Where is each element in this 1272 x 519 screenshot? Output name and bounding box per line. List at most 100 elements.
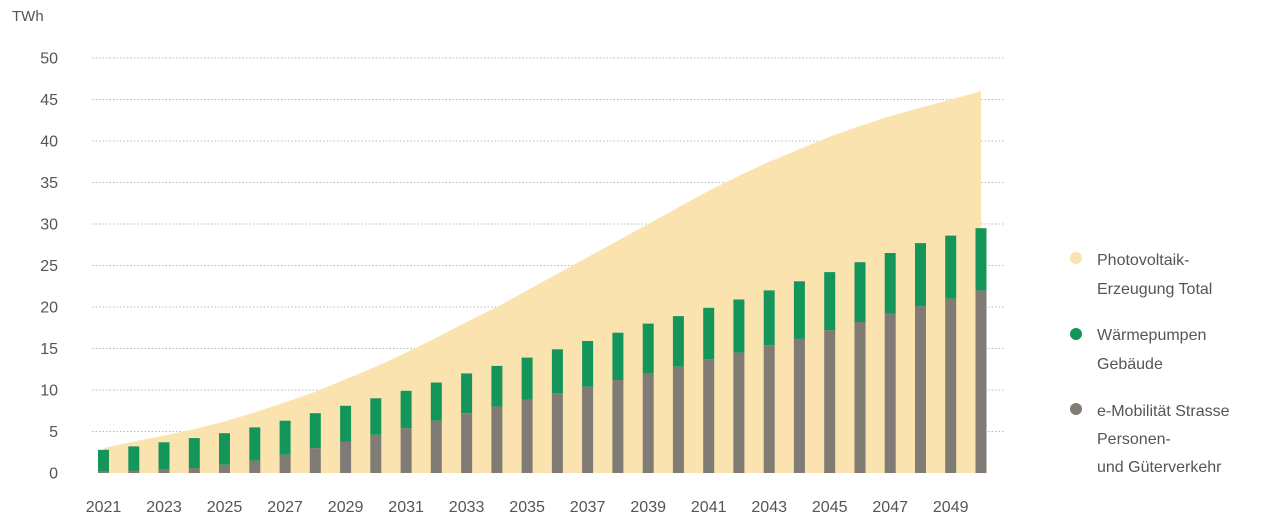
bar-waermepumpen-2042 xyxy=(733,299,745,353)
bar-waermepumpen-2041 xyxy=(703,307,715,360)
bar-emobilitaet-2033 xyxy=(461,413,473,473)
bar-waermepumpen-2029 xyxy=(340,405,352,442)
x-tick-label-2041: 2041 xyxy=(691,499,727,516)
bar-waermepumpen-2049 xyxy=(945,235,957,299)
legend: Photovoltaik- Erzeugung Total Wärmepumpen G… xyxy=(1070,252,1230,476)
x-tick-label-2037: 2037 xyxy=(570,499,606,516)
x-tick-label-2027: 2027 xyxy=(267,499,303,516)
legend-label-1-1: Gebäude xyxy=(1097,356,1163,373)
x-tick-label-2045: 2045 xyxy=(812,499,848,516)
bar-waermepumpen-2028 xyxy=(309,413,321,449)
x-tick-label-2033: 2033 xyxy=(449,499,485,516)
bar-waermepumpen-2027 xyxy=(279,420,291,455)
bar-emobilitaet-2048 xyxy=(915,306,926,473)
bar-waermepumpen-2037 xyxy=(582,341,594,387)
legend-label-1-0: Wärmepumpen xyxy=(1097,327,1206,344)
legend-label-0-1: Erzeugung Total xyxy=(1097,281,1212,298)
bar-emobilitaet-2030 xyxy=(370,434,382,473)
legend-label-2-2: und Güterverkehr xyxy=(1097,459,1222,476)
x-tick-label-2047: 2047 xyxy=(872,499,908,516)
bar-emobilitaet-2031 xyxy=(400,428,412,473)
area-photovoltaik xyxy=(103,91,981,473)
bar-emobilitaet-2036 xyxy=(551,393,563,473)
bar-waermepumpen-2021 xyxy=(98,449,109,472)
bar-emobilitaet-2029 xyxy=(340,441,352,473)
bar-waermepumpen-2025 xyxy=(219,433,230,465)
y-tick-label-40: 40 xyxy=(40,134,58,151)
legend-item-1: Wärmepumpen Gebäude xyxy=(1070,327,1206,373)
legend-marker-2 xyxy=(1070,403,1082,415)
bar-waermepumpen-2043 xyxy=(763,290,775,346)
y-tick-label-0: 0 xyxy=(49,466,58,483)
bar-waermepumpen-2023 xyxy=(158,442,170,470)
bar-emobilitaet-2044 xyxy=(793,338,805,473)
y-tick-label-10: 10 xyxy=(40,383,58,400)
bar-waermepumpen-2050 xyxy=(975,228,987,291)
bar-emobilitaet-2040 xyxy=(672,366,684,473)
y-tick-label-5: 5 xyxy=(49,424,58,441)
bar-emobilitaet-2047 xyxy=(884,313,896,473)
bar-waermepumpen-2030 xyxy=(370,398,382,435)
bar-emobilitaet-2024 xyxy=(188,468,200,473)
bar-emobilitaet-2042 xyxy=(733,352,745,473)
x-tick-label-2025: 2025 xyxy=(207,499,243,516)
x-tick-labels: 2021 2023 2025 2027 2029 2031 2033 2035 2037 2039… xyxy=(86,499,969,516)
y-tick-label-50: 50 xyxy=(40,51,58,68)
x-tick-label-2021: 2021 xyxy=(86,499,122,516)
bar-waermepumpen-2034 xyxy=(491,365,503,407)
x-tick-label-2049: 2049 xyxy=(933,499,969,516)
legend-item-0: Photovoltaik- Erzeugung Total xyxy=(1070,252,1212,298)
x-tick-label-2039: 2039 xyxy=(630,499,666,516)
bar-emobilitaet-2021 xyxy=(98,471,109,473)
bar-emobilitaet-2028 xyxy=(309,448,321,473)
x-tick-label-2029: 2029 xyxy=(328,499,364,516)
legend-label-2-0: e-Mobilität Strasse xyxy=(1097,403,1230,420)
bar-waermepumpen-2031 xyxy=(400,390,412,429)
bar-waermepumpen-2038 xyxy=(612,332,624,380)
bar-waermepumpen-2036 xyxy=(551,349,563,394)
y-tick-label-15: 15 xyxy=(40,341,58,358)
y-tick-labels: 0 5 10 15 20 25 30 35 40 45 50 xyxy=(40,51,58,483)
bar-emobilitaet-2027 xyxy=(279,454,291,473)
bar-waermepumpen-2044 xyxy=(793,281,805,339)
x-tick-label-2035: 2035 xyxy=(509,499,545,516)
bar-waermepumpen-2035 xyxy=(521,357,533,400)
legend-marker-0 xyxy=(1070,252,1082,264)
bar-emobilitaet-2050 xyxy=(975,290,987,473)
bar-waermepumpen-2048 xyxy=(915,243,926,307)
bar-waermepumpen-2022 xyxy=(128,446,140,471)
y-tick-label-20: 20 xyxy=(40,300,58,317)
bar-waermepumpen-2045 xyxy=(824,272,836,331)
bar-emobilitaet-2049 xyxy=(945,298,957,473)
y-tick-label-30: 30 xyxy=(40,217,58,234)
bar-emobilitaet-2032 xyxy=(430,420,442,473)
bar-emobilitaet-2046 xyxy=(854,321,866,473)
y-tick-label-45: 45 xyxy=(40,92,58,109)
y-tick-label-35: 35 xyxy=(40,175,58,192)
bar-waermepumpen-2024 xyxy=(188,438,200,468)
bar-emobilitaet-2023 xyxy=(158,469,170,473)
x-tick-label-2031: 2031 xyxy=(388,499,424,516)
bar-waermepumpen-2026 xyxy=(249,427,261,461)
bar-emobilitaet-2041 xyxy=(703,359,715,473)
x-tick-label-2043: 2043 xyxy=(751,499,787,516)
bar-series-layer xyxy=(98,228,987,473)
bar-waermepumpen-2032 xyxy=(430,382,442,421)
bar-emobilitaet-2035 xyxy=(521,400,533,473)
bar-waermepumpen-2046 xyxy=(854,262,866,322)
legend-label-0-0: Photovoltaik- xyxy=(1097,252,1190,269)
bar-emobilitaet-2037 xyxy=(582,386,594,473)
legend-marker-1 xyxy=(1070,328,1082,340)
area-series-layer xyxy=(103,91,981,473)
bar-emobilitaet-2025 xyxy=(219,464,230,473)
bar-waermepumpen-2040 xyxy=(672,316,684,367)
bar-emobilitaet-2022 xyxy=(128,470,140,473)
bar-waermepumpen-2047 xyxy=(884,253,896,314)
bar-emobilitaet-2034 xyxy=(491,406,503,473)
legend-item-2: e-Mobilität Strasse Personen-und Güterver… xyxy=(1070,403,1230,476)
bar-waermepumpen-2039 xyxy=(642,323,654,374)
y-tick-label-25: 25 xyxy=(40,258,58,275)
bar-emobilitaet-2043 xyxy=(763,345,775,473)
